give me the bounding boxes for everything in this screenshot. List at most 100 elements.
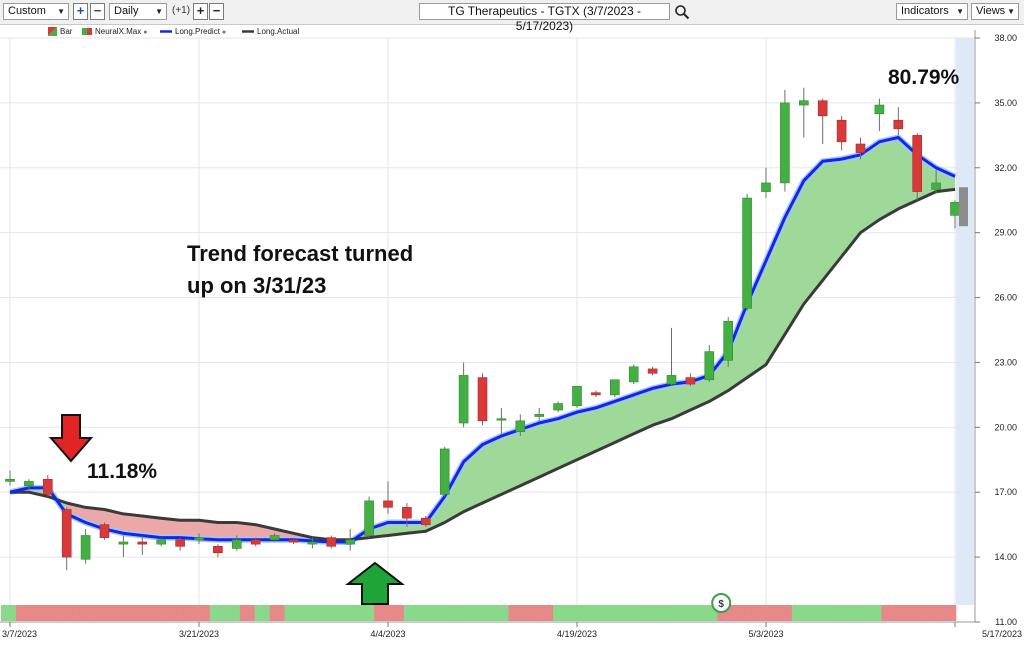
- right-percent-label: 80.79%: [888, 66, 960, 89]
- candle-up: [156, 539, 166, 545]
- strip-bullish: [672, 605, 688, 621]
- y-tick-label: 38.00: [994, 33, 1017, 43]
- candle-up: [950, 202, 960, 216]
- neuralx-strip: [1, 605, 957, 621]
- legend-item-bar[interactable]: Bar: [48, 26, 72, 38]
- down-arrow-icon: [48, 414, 94, 463]
- long-actual-line: [10, 187, 956, 542]
- candle-up: [572, 385, 582, 407]
- left-percent-label: 11.18%: [87, 460, 157, 483]
- strip-bearish: [105, 605, 121, 621]
- x-tick-label: 4/19/2023: [557, 629, 597, 639]
- strip-bearish: [926, 605, 942, 621]
- strip-bearish: [896, 605, 912, 621]
- candle-down: [477, 377, 488, 422]
- strip-bullish: [851, 605, 867, 621]
- candle-down: [420, 517, 431, 525]
- offset-plus-button[interactable]: +: [193, 3, 208, 20]
- candle-up: [364, 500, 374, 536]
- strip-bullish: [284, 605, 300, 621]
- strip-bearish: [747, 605, 763, 621]
- chevron-down-icon: ▼: [1007, 7, 1015, 16]
- candle-down: [137, 541, 148, 545]
- dividend-marker[interactable]: $: [711, 593, 732, 613]
- add-period-button[interactable]: +: [73, 3, 88, 20]
- minus-icon: −: [93, 3, 102, 18]
- strip-bullish: [418, 605, 435, 621]
- candle-down: [685, 377, 696, 385]
- strip-bearish: [120, 605, 136, 621]
- candle-up: [534, 414, 545, 417]
- x-tick-label: 4/4/2023: [370, 629, 405, 639]
- candle-down: [912, 135, 923, 192]
- candle-up: [458, 375, 469, 424]
- strip-bullish: [359, 605, 375, 621]
- legend-item-neuralx-max[interactable]: NeuralX.Max ●: [82, 26, 147, 39]
- legend-label: Bar: [60, 27, 73, 36]
- candles: [5, 87, 968, 571]
- strip-bullish: [463, 605, 479, 621]
- candle-down: [893, 119, 904, 130]
- candle-down: [213, 545, 223, 554]
- search-icon[interactable]: [674, 4, 690, 20]
- candle-up: [628, 366, 639, 383]
- bullish-fill: [369, 137, 956, 538]
- strip-bearish: [762, 605, 778, 621]
- y-tick-label: 29.00: [994, 228, 1017, 238]
- strip-bullish: [1, 605, 17, 621]
- candle-up: [874, 104, 885, 115]
- strip-bearish: [30, 605, 47, 621]
- views-button[interactable]: Views ▼: [971, 3, 1019, 20]
- strip-bearish: [194, 605, 211, 621]
- x-tick-label: 3/21/2023: [179, 629, 219, 639]
- strip-bullish: [299, 605, 315, 621]
- forecast-note-line-2: up on 3/31/23: [187, 273, 326, 298]
- strip-bullish: [224, 605, 241, 621]
- strip-bearish: [45, 605, 61, 621]
- strip-bullish: [687, 605, 703, 621]
- strip-bearish: [911, 605, 927, 621]
- views-button-label: Views: [976, 5, 1006, 17]
- interval-select-value: Daily: [114, 5, 139, 17]
- strip-bearish: [523, 605, 539, 621]
- candle-up: [553, 403, 563, 411]
- strip-bullish: [866, 605, 882, 621]
- x-tick-label: 5/17/2023: [982, 629, 1022, 639]
- strip-bullish: [791, 605, 808, 621]
- forecast-note-line-1: Trend forecast turned: [187, 241, 413, 266]
- period-select[interactable]: Custom ▼: [3, 3, 69, 20]
- strip-bullish: [582, 605, 599, 621]
- strip-bullish: [448, 605, 464, 621]
- chevron-down-icon: ▼: [155, 7, 163, 16]
- legend-label: Long.Actual: [257, 27, 300, 36]
- offset-label: (+1): [172, 5, 191, 16]
- strip-bearish: [881, 605, 897, 621]
- indicators-button[interactable]: Indicators ▼: [896, 3, 968, 20]
- candle-up: [345, 539, 356, 545]
- legend: Bar NeuralX.Max ● Long.Predict ● Long.Ac…: [48, 26, 348, 38]
- remove-period-button[interactable]: −: [90, 3, 105, 20]
- strip-bullish: [642, 605, 658, 621]
- legend-item-long-actual[interactable]: Long.Actual: [242, 26, 299, 38]
- candle-up: [723, 321, 734, 361]
- x-tick-label: 3/7/2023: [2, 629, 37, 639]
- settings-dot-icon: ●: [219, 29, 227, 36]
- candle-up: [269, 535, 280, 541]
- strip-bearish: [90, 605, 106, 621]
- candle-down: [817, 100, 828, 117]
- candle-up: [24, 481, 34, 487]
- strip-bearish: [508, 605, 524, 621]
- candle-up: [609, 379, 620, 396]
- bar-swatch-icon: [48, 27, 57, 37]
- y-tick-label: 14.00: [994, 552, 1017, 562]
- strip-bearish: [180, 605, 196, 621]
- y-tick-label: 32.00: [994, 163, 1017, 173]
- candle-up: [118, 541, 129, 545]
- strip-bullish: [478, 605, 494, 621]
- legend-item-long-predict[interactable]: Long.Predict ●: [160, 26, 226, 39]
- interval-select[interactable]: Daily ▼: [109, 3, 167, 20]
- candle-up: [439, 448, 450, 495]
- offset-minus-button[interactable]: −: [209, 3, 224, 20]
- y-tick-label: 17.00: [994, 487, 1017, 497]
- candle-up: [194, 537, 204, 541]
